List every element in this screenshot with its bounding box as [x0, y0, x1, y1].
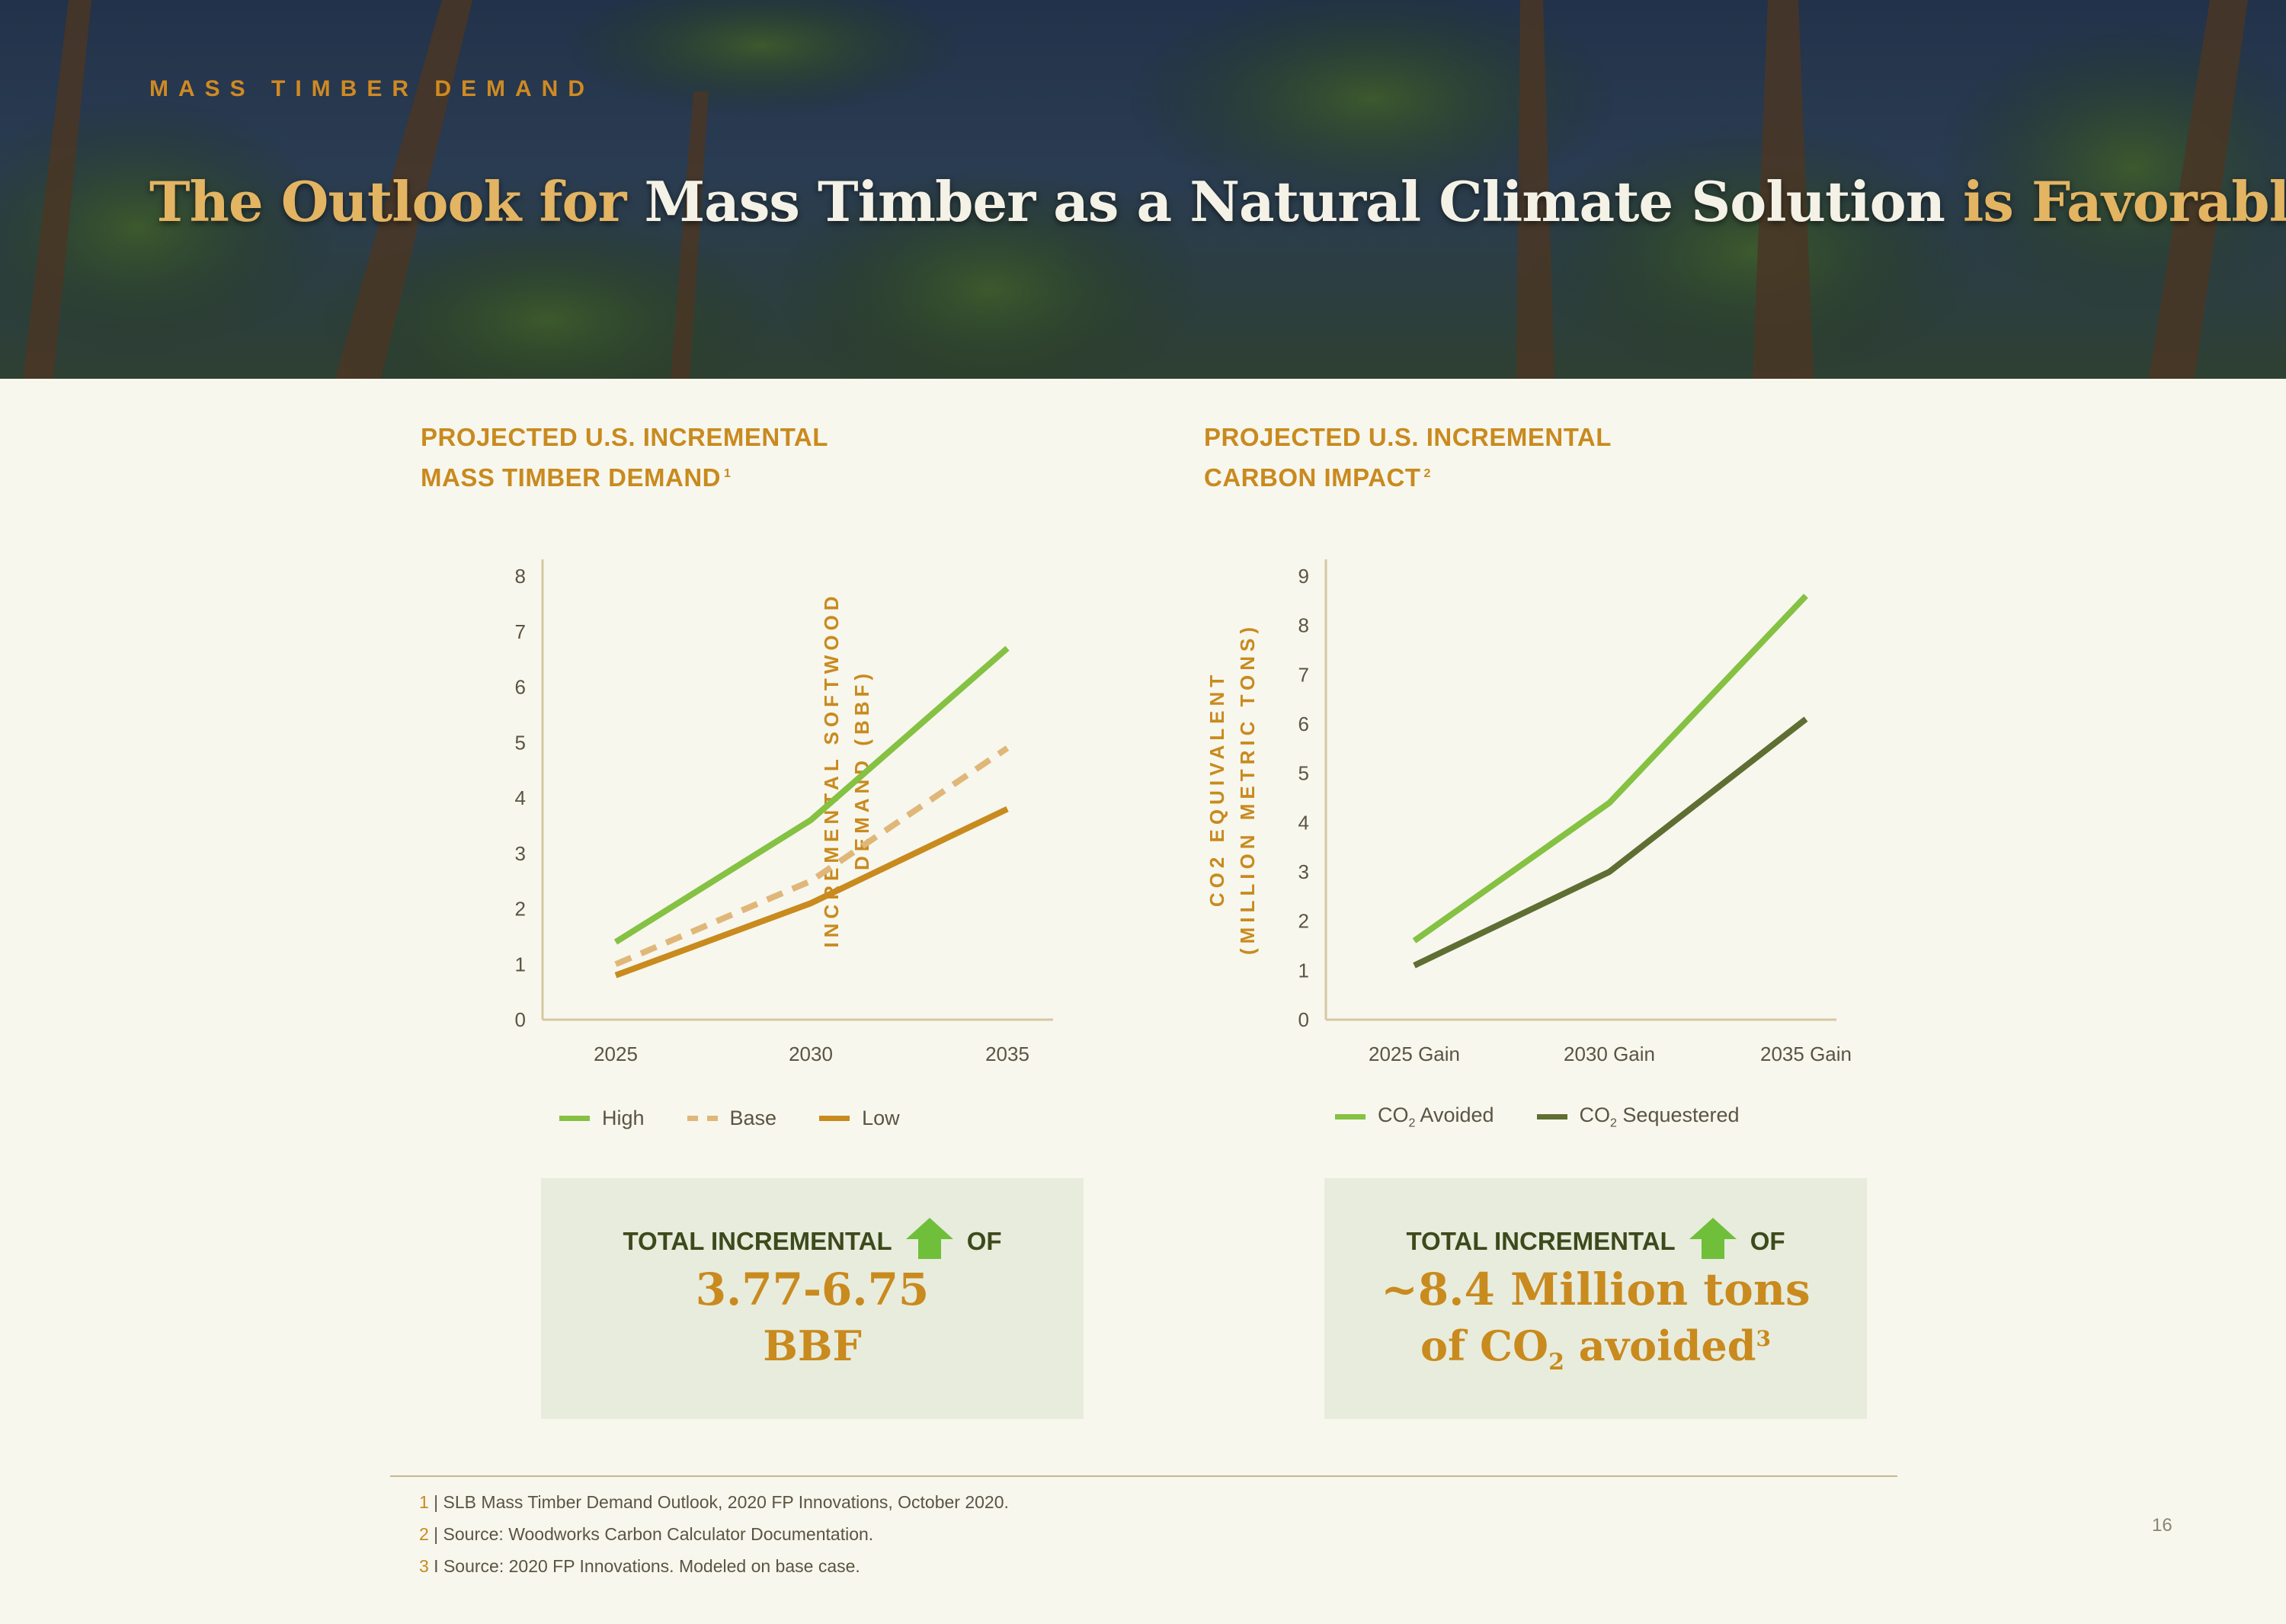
chart-0-xtick: 2035: [985, 1043, 1029, 1065]
chart-1-ytick: 3: [1298, 860, 1309, 883]
chart-0-ytick: 1: [515, 953, 526, 975]
chart-0-ytick: 3: [515, 842, 526, 865]
legend-label-high: High: [602, 1107, 645, 1129]
chart-1-ytick: 9: [1298, 565, 1309, 588]
hero-banner: MASS TIMBER DEMAND The Outlook for Mass …: [0, 0, 2286, 379]
chart-1-xtick: 2030 Gain: [1564, 1043, 1655, 1065]
left-callout: TOTAL INCREMENTAL OF 3.77-6.75 BBF: [541, 1178, 1084, 1419]
right-legend: CO2 Avoided CO2 Sequestered: [1335, 1103, 1782, 1130]
chart-0-series-low: [614, 806, 1009, 979]
chart-0-series-high: [613, 645, 1010, 945]
carbon-line-chart: CO2 EQUIVALENT (MILLION METRIC TONS) 0 1 2…: [1205, 559, 1852, 1065]
legend-label-low: Low: [862, 1107, 900, 1129]
demand-line-chart: INCREMENTAL SOFTWOOD DEMAND (BBF) 012345…: [515, 559, 1053, 1065]
footnotes: 1 | SLB Mass Timber Demand Outlook, 2020…: [419, 1486, 1009, 1582]
legend-item-high: High: [559, 1107, 645, 1130]
left-callout-unit: BBF: [763, 1321, 862, 1370]
page-title: The Outlook for Mass Timber as a Natural…: [149, 169, 2286, 234]
left-panel-title: PROJECTED U.S. INCREMENTAL MASS TIMBER D…: [421, 419, 828, 496]
chart-1-ytick: 0: [1298, 1008, 1309, 1031]
chart-0-ytick: 2: [515, 898, 526, 921]
up-arrow-icon: [1689, 1218, 1737, 1265]
legend-item-co2-avoided: CO2 Avoided: [1335, 1103, 1494, 1130]
left-title-line-1: PROJECTED U.S. INCREMENTAL: [421, 423, 828, 451]
chart-1-xtick: 2025 Gain: [1369, 1043, 1460, 1065]
right-ylabel-1: CO2 EQUIVALENT: [1205, 671, 1228, 907]
left-title-line-2: MASS TIMBER DEMAND: [421, 463, 721, 492]
footnote-3: 3 I Source: 2020 FP Innovations. Modeled…: [419, 1556, 860, 1576]
page-number: 16: [2152, 1515, 2172, 1536]
chart-0-ytick: 4: [515, 786, 526, 809]
left-legend: High Base Low: [559, 1107, 943, 1130]
legend-swatch-co2-sequestered: [1536, 1114, 1567, 1120]
chart-0-xtick: 2030: [789, 1043, 833, 1065]
footer-divider: [390, 1475, 1897, 1477]
eyebrow-label: MASS TIMBER DEMAND: [149, 76, 594, 101]
chart-0-ytick: 5: [515, 731, 526, 754]
legend-swatch-base: [687, 1116, 718, 1121]
right-title-line-1: PROJECTED U.S. INCREMENTAL: [1204, 423, 1612, 451]
right-ylabel-2: (MILLION METRIC TONS): [1236, 623, 1259, 955]
chart-0-ytick: 0: [515, 1008, 526, 1031]
left-callout-label-after: OF: [966, 1227, 1002, 1255]
right-title-line-2: CARBON IMPACT: [1204, 463, 1421, 492]
legend-swatch-low: [819, 1116, 850, 1121]
right-callout-value: ~8.4 Million tons: [1381, 1264, 1811, 1315]
footnote-2: 2 | Source: Woodworks Carbon Calculator …: [419, 1524, 874, 1544]
chart-1-series-co2-sequestered: [1413, 716, 1808, 969]
chart-1-ytick: 7: [1298, 663, 1309, 686]
title-part-1: The Outlook for: [149, 169, 645, 234]
chart-0-series-base: [614, 745, 1010, 967]
chart-0-xtick: 2025: [594, 1043, 638, 1065]
chart-1-series-co2-avoided: [1412, 594, 1808, 943]
chart-1-ytick: 5: [1298, 762, 1309, 785]
legend-swatch-co2-avoided: [1335, 1114, 1366, 1120]
chart-0-ytick: 7: [515, 620, 526, 643]
legend-label-co2-avoided: CO2 Avoided: [1378, 1103, 1494, 1130]
right-title-marker: 2: [1423, 467, 1431, 480]
title-part-3: is Favorable: [1944, 169, 2286, 234]
left-title-marker: 1: [724, 467, 732, 480]
legend-label-base: Base: [729, 1107, 777, 1129]
legend-item-low: Low: [819, 1107, 900, 1130]
legend-item-base: Base: [687, 1107, 777, 1130]
chart-0-ytick: 8: [515, 565, 526, 588]
right-callout-line-2: of CO2 avoided3: [1420, 1321, 1771, 1376]
left-callout-label: TOTAL INCREMENTAL OF: [541, 1218, 1084, 1265]
footnote-1: 1 | SLB Mass Timber Demand Outlook, 2020…: [419, 1492, 1009, 1512]
chart-1-ytick: 2: [1298, 910, 1309, 933]
right-callout-label: TOTAL INCREMENTAL OF: [1324, 1218, 1867, 1265]
chart-0-ytick: 6: [515, 676, 526, 699]
right-callout-label-after: OF: [1750, 1227, 1785, 1255]
chart-1-ytick: 4: [1298, 811, 1309, 834]
right-panel-title: PROJECTED U.S. INCREMENTAL CARBON IMPACT…: [1204, 419, 1612, 496]
chart-1-xtick: 2035 Gain: [1760, 1043, 1852, 1065]
right-callout-label-before: TOTAL INCREMENTAL: [1406, 1227, 1676, 1255]
legend-swatch-high: [559, 1116, 590, 1121]
legend-item-co2-sequestered: CO2 Sequestered: [1536, 1103, 1740, 1130]
forest-background: [0, 0, 2286, 379]
chart-1-ytick: 8: [1298, 614, 1309, 637]
left-callout-value: 3.77-6.75: [695, 1264, 930, 1315]
chart-1-ytick: 1: [1298, 959, 1309, 982]
legend-label-co2-sequestered: CO2 Sequestered: [1579, 1103, 1740, 1130]
chart-1-ytick: 6: [1298, 713, 1309, 735]
up-arrow-icon: [905, 1218, 953, 1265]
left-callout-label-before: TOTAL INCREMENTAL: [623, 1227, 892, 1255]
right-callout: TOTAL INCREMENTAL OF ~8.4 Million tons o…: [1324, 1178, 1867, 1419]
title-part-2: Mass Timber as a Natural Climate Solutio…: [644, 169, 1945, 234]
